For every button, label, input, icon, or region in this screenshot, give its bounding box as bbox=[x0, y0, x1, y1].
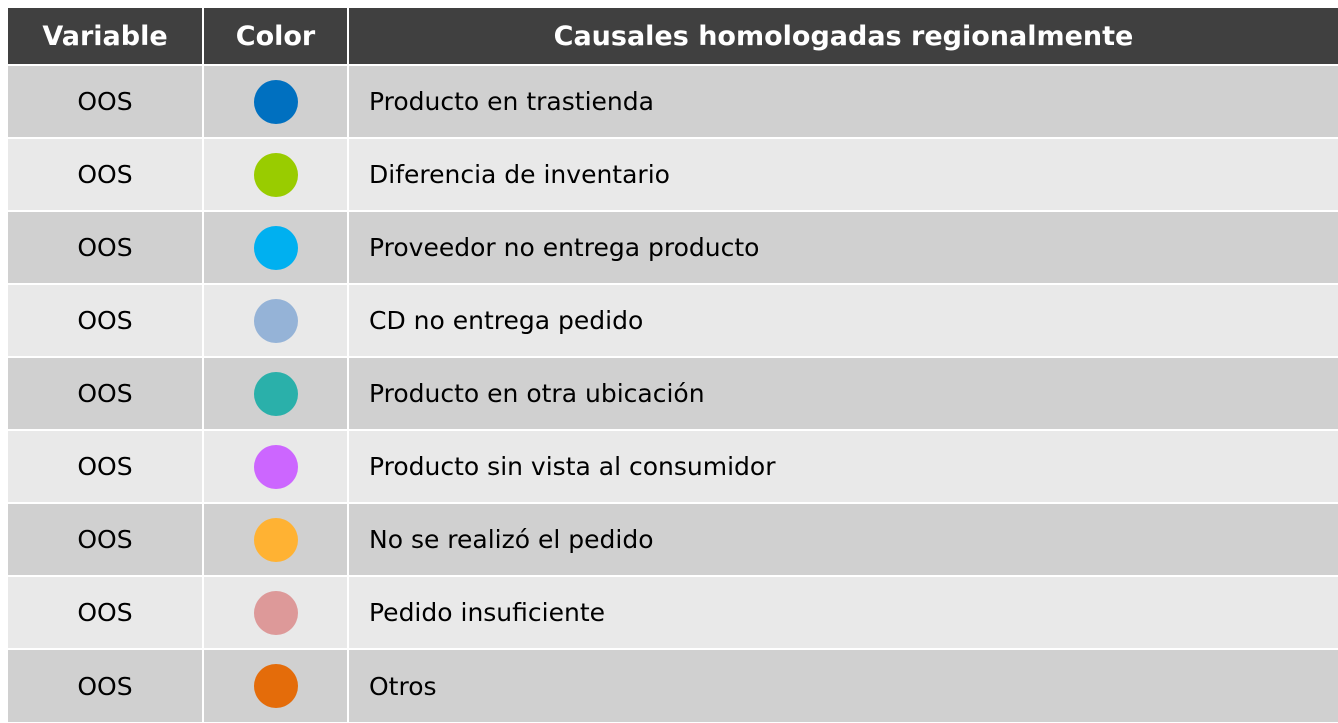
variable-cell: OOS bbox=[8, 502, 203, 576]
table-body: OOS Producto en trastienda OOS Diferencia d… bbox=[8, 64, 1338, 722]
table-header: Variable Color Causales homologadas regi… bbox=[8, 8, 1338, 65]
table-row: OOS Otros bbox=[8, 648, 1338, 722]
cause-cell: Producto en trastienda bbox=[347, 64, 1338, 138]
variable-cell: OOS bbox=[8, 210, 203, 284]
cause-cell: No se realizó el pedido bbox=[347, 502, 1338, 576]
table-row: OOS Proveedor no entrega producto bbox=[8, 210, 1338, 284]
table-row: OOS CD no entrega pedido bbox=[8, 283, 1338, 357]
color-cell bbox=[202, 210, 348, 284]
color-dot bbox=[253, 664, 298, 708]
color-cell bbox=[202, 283, 348, 357]
cause-cell: Pedido insuficiente bbox=[347, 575, 1338, 649]
cause-cell: Otros bbox=[347, 648, 1338, 722]
variable-cell: OOS bbox=[8, 575, 203, 649]
color-dot bbox=[253, 444, 298, 489]
table-row: OOS Producto en otra ubicación bbox=[8, 356, 1338, 430]
variable-cell: OOS bbox=[8, 648, 203, 722]
table-row: OOS Producto en trastienda bbox=[8, 64, 1338, 138]
variable-cell: OOS bbox=[8, 64, 203, 138]
table-wrapper: Variable Color Causales homologadas regi… bbox=[8, 8, 1338, 722]
color-cell bbox=[202, 502, 348, 576]
header-cell: Causales homologadas regionalmente bbox=[347, 8, 1338, 65]
cause-cell: Diferencia de inventario bbox=[347, 137, 1338, 211]
table-row: OOS Producto sin vista al consumidor bbox=[8, 429, 1338, 503]
color-dot bbox=[253, 371, 298, 416]
color-dot bbox=[253, 298, 298, 343]
color-cell bbox=[202, 356, 348, 430]
color-dot bbox=[253, 225, 298, 270]
table-row: OOS No se realizó el pedido bbox=[8, 502, 1338, 576]
cause-cell: CD no entrega pedido bbox=[347, 283, 1338, 357]
color-cell bbox=[202, 648, 348, 722]
causes-table: Variable Color Causales homologadas regi… bbox=[8, 8, 1338, 722]
color-cell bbox=[202, 429, 348, 503]
variable-cell: OOS bbox=[8, 356, 203, 430]
header-row: Variable Color Causales homologadas regi… bbox=[8, 8, 1338, 65]
variable-cell: OOS bbox=[8, 429, 203, 503]
cause-cell: Proveedor no entrega producto bbox=[347, 210, 1338, 284]
cause-cell: Producto sin vista al consumidor bbox=[347, 429, 1338, 503]
variable-cell: OOS bbox=[8, 137, 203, 211]
table-row: OOS Pedido insuficiente bbox=[8, 575, 1338, 649]
cause-cell: Producto en otra ubicación bbox=[347, 356, 1338, 430]
color-dot bbox=[253, 517, 298, 562]
color-dot bbox=[253, 152, 298, 197]
table-row: OOS Diferencia de inventario bbox=[8, 137, 1338, 211]
color-dot bbox=[253, 79, 298, 124]
color-dot bbox=[253, 590, 298, 635]
header-cell: Variable bbox=[8, 8, 203, 65]
header-cell: Color bbox=[202, 8, 348, 65]
color-cell bbox=[202, 137, 348, 211]
color-cell bbox=[202, 64, 348, 138]
variable-cell: OOS bbox=[8, 283, 203, 357]
color-cell bbox=[202, 575, 348, 649]
